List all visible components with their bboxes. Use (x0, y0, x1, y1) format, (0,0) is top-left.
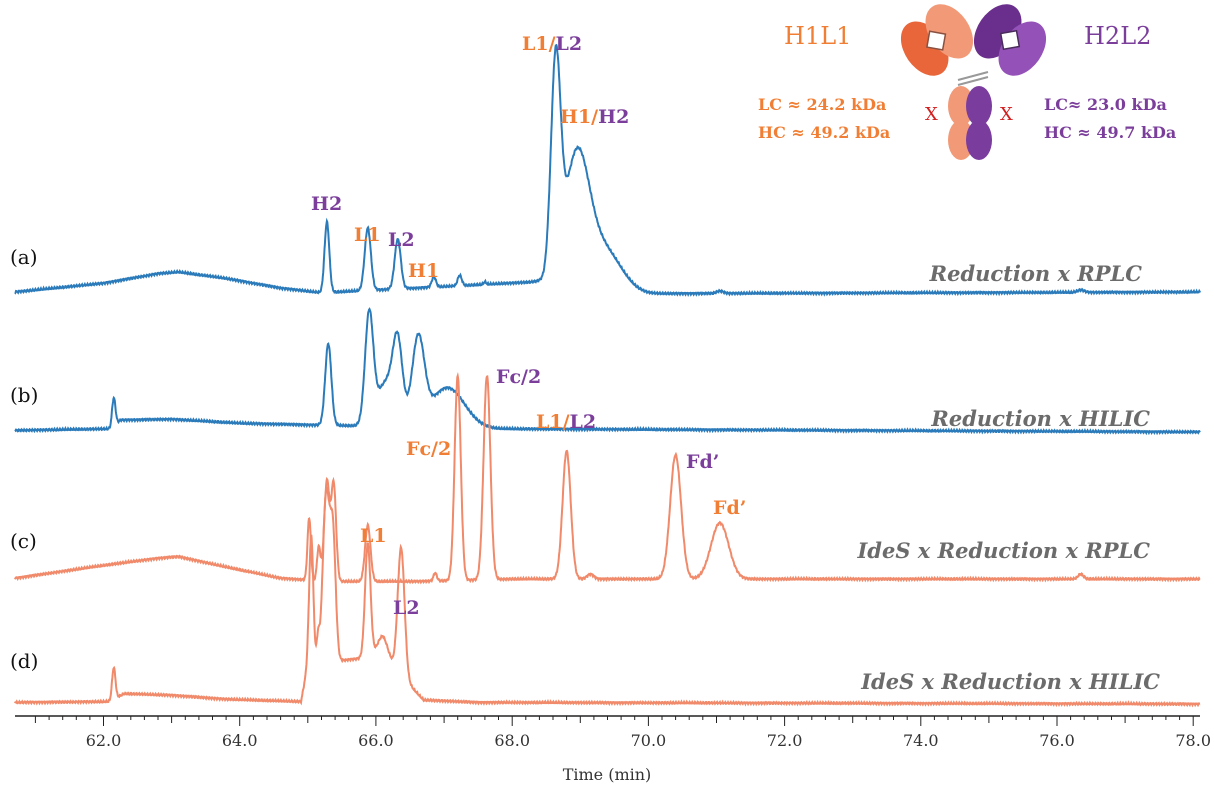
peak-annotations: H2 L1 L2 H1 Fc/2 Fc/2 Fd’ Fd’ L1 L2 (311, 193, 746, 619)
peak-annotation: Fc/2 (406, 438, 451, 460)
trace-title: Reduction x RPLC (929, 261, 1143, 286)
peak-label-l1-l2: L1/L2 (536, 411, 596, 433)
x-tick-label: 70.0 (631, 731, 667, 750)
peak-annotation: L1 (360, 525, 387, 547)
peak-label-l1: L1 (536, 411, 563, 433)
legend-h2l2: H2L2 (1084, 22, 1151, 50)
peak-label-h2: H2 (598, 106, 629, 128)
trace-title: Reduction x HILIC (930, 406, 1150, 431)
peak-label-l1: L1 (522, 33, 549, 55)
peak-label-slash: / (549, 33, 556, 55)
trace-tag: (b) (10, 383, 38, 407)
x-tick-label: 74.0 (903, 731, 939, 750)
x-tick-label: 64.0 (222, 731, 258, 750)
trace-tag: (a) (10, 245, 38, 269)
x-tick-label: 78.0 (1175, 731, 1211, 750)
trace-line (14, 371, 1201, 585)
peak-label-slash: / (591, 106, 598, 128)
x-tick-label: 72.0 (767, 731, 803, 750)
trace-line (14, 43, 1201, 297)
peak-annotation: L2 (393, 597, 420, 619)
trace-titles: Reduction x RPLC Reduction x HILIC IdeS x … (856, 261, 1160, 694)
legend-lc1: LC ≈ 24.2 kDa (758, 95, 886, 114)
peak-annotation: Fc/2 (496, 366, 541, 388)
trace-tag: (c) (10, 529, 37, 553)
fab-arm-h2l2 (973, 4, 1047, 76)
peak-annotation: L1 (354, 224, 381, 246)
peak-annotation: H1 (408, 260, 439, 282)
fab-arm-h1l1 (900, 4, 974, 76)
cleavage-mark-right: X (1000, 104, 1013, 125)
x-tick-label: 76.0 (1039, 731, 1075, 750)
legend-hc2: HC ≈ 49.7 kDa (1044, 123, 1176, 142)
x-tick-label: 62.0 (86, 731, 122, 750)
peak-label-l1-l2: L1/L2 (522, 33, 582, 55)
x-axis-label: Time (min) (563, 765, 652, 784)
trace-line (14, 307, 1201, 436)
trace-title: IdeS x Reduction x RPLC (856, 538, 1150, 563)
antibody-legend: H1L1 H2L2 LC ≈ 24.2 kDa HC ≈ 49.2 kDa LC… (758, 4, 1176, 160)
x-axis: 62.0 64.0 66.0 68.0 70.0 72.0 74.0 76.0 78.0 (15, 715, 1211, 750)
trace-tags: (a) (b) (c) (d) (10, 245, 38, 673)
peak-annotation: L2 (388, 229, 415, 251)
peak-label-h1-h2: H1/H2 (560, 106, 629, 128)
x-tick-label: 66.0 (358, 731, 394, 750)
x-tick-label: 68.0 (494, 731, 530, 750)
chromatogram-traces (14, 43, 1201, 708)
legend-h1l1: H1L1 (784, 22, 851, 50)
cleavage-mark-left: X (925, 104, 938, 125)
peak-label-slash: / (563, 411, 570, 433)
legend-lc2: LC≈ 23.0 kDa (1044, 95, 1167, 114)
peak-label-l2: L2 (570, 411, 597, 433)
trace-tag: (d) (10, 649, 38, 673)
legend-hc1: HC ≈ 49.2 kDa (758, 123, 890, 142)
trace-title: IdeS x Reduction x HILIC (860, 669, 1160, 694)
peak-annotation: Fd’ (713, 497, 746, 519)
trace-line (14, 484, 1201, 708)
peak-annotation: H2 (311, 193, 342, 215)
peak-label-h1: H1 (560, 106, 591, 128)
peak-annotation: Fd’ (686, 451, 719, 473)
peak-label-l2: L2 (556, 33, 583, 55)
bispecific-antibody-icon: X X (900, 4, 1047, 160)
